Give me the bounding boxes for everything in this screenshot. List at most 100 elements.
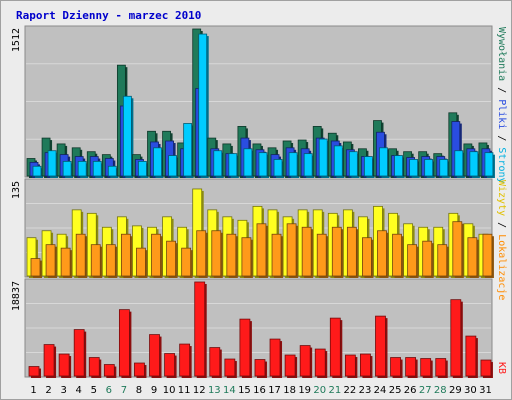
x-tick-day-14: 14: [223, 385, 236, 396]
panel-kbytes: 18837: [11, 278, 493, 378]
bar-hits-files-pages-pages-day-27: [424, 159, 435, 178]
bar-visits-sites-sites-day-23: [362, 237, 374, 278]
panel-hits-files-pages: 1512: [11, 25, 495, 178]
x-axis-day-labels: 1 2 3 4 5 6 7 8 9 10 11 12 13 14 15 16 17 18 19 20 21 22 23 24 2…: [30, 385, 491, 396]
bar-kbytes-kbytes-day-9: [149, 334, 162, 378]
x-tick-day-28: 28: [434, 385, 447, 396]
bar-kbytes-kbytes-day-22: [344, 354, 358, 378]
x-tick-day-31: 31: [479, 385, 492, 396]
bar-visits-sites-sites-day-17: [271, 233, 284, 278]
bar-hits-files-pages-pages-day-2: [47, 150, 59, 178]
bar-hits-files-pages-pages-day-14: [228, 153, 239, 178]
x-tick-day-23: 23: [359, 385, 372, 396]
x-tick-day-16: 16: [253, 385, 266, 396]
bar-hits-files-pages-pages-day-9: [153, 147, 164, 178]
bar-kbytes-kbytes-day-19: [299, 345, 313, 378]
bar-visits-sites-sites-day-16: [256, 223, 268, 278]
bar-kbytes-kbytes-day-26: [405, 357, 418, 378]
bar-visits-sites-sites-day-6: [105, 244, 118, 278]
bar-kbytes-kbytes-day-4: [73, 329, 87, 378]
bar-kbytes-kbytes-day-3: [58, 353, 72, 378]
bar-visits-sites-sites-day-7: [120, 233, 133, 278]
bar-visits-sites-sites-day-21: [331, 226, 344, 278]
x-tick-day-12: 12: [193, 385, 206, 396]
legend-middle-part-2: Lokalizacje: [496, 234, 507, 300]
bar-hits-files-pages-pages-day-18: [288, 152, 300, 178]
bar-hits-files-pages-pages-day-15: [243, 148, 254, 178]
bar-hits-files-pages-pages-day-19: [303, 153, 315, 178]
bar-kbytes-kbytes-day-17: [269, 338, 283, 378]
bar-kbytes-kbytes-day-24: [375, 315, 388, 378]
bar-hits-files-pages-pages-day-17: [273, 159, 285, 178]
bar-hits-files-pages-pages-day-30: [469, 151, 480, 178]
legend-top: Wywołania / Pliki / Strony: [496, 27, 507, 184]
x-tick-day-17: 17: [268, 385, 281, 396]
x-tick-day-27: 27: [419, 385, 432, 396]
bar-visits-sites-sites-day-13: [211, 230, 223, 278]
legend-top-part-3: /: [496, 129, 507, 147]
x-tick-day-3: 3: [60, 385, 66, 396]
x-tick-day-15: 15: [238, 385, 251, 396]
x-tick-day-11: 11: [178, 385, 191, 396]
x-tick-day-1: 1: [30, 385, 36, 396]
bar-kbytes-kbytes-day-12: [194, 281, 207, 378]
bar-kbytes-kbytes-day-20: [314, 348, 328, 378]
bar-kbytes-kbytes-day-31: [480, 359, 493, 378]
bar-kbytes-kbytes-day-5: [88, 357, 102, 378]
legend-top-part-4: Strony: [496, 147, 507, 183]
bar-hits-files-pages-pages-day-29: [454, 150, 465, 178]
bar-hits-files-pages-pages-day-13: [213, 150, 224, 178]
bar-visits-sites-sites-day-22: [346, 226, 359, 278]
bar-kbytes-kbytes-day-25: [390, 357, 403, 378]
x-tick-day-19: 19: [298, 385, 311, 396]
bar-visits-sites-sites-day-5: [90, 244, 103, 278]
x-tick-day-30: 30: [464, 385, 477, 396]
bar-visits-sites-sites-day-1: [30, 258, 42, 278]
chart-title: Raport Dzienny - marzec 2010: [16, 9, 201, 22]
x-tick-day-9: 9: [151, 385, 157, 396]
legend-bottom-part-0: KB: [496, 362, 507, 374]
bar-kbytes-kbytes-day-2: [43, 344, 57, 378]
bar-visits-sites-sites-day-12: [196, 230, 208, 278]
bar-visits-sites-sites-day-29: [452, 221, 464, 278]
bar-hits-files-pages-pages-day-31: [484, 152, 495, 178]
bar-visits-sites-sites-day-14: [226, 233, 238, 278]
bar-kbytes-kbytes-day-21: [329, 317, 343, 378]
bar-kbytes-kbytes-day-7: [118, 309, 132, 378]
bar-kbytes-kbytes-day-23: [360, 353, 373, 378]
x-tick-day-25: 25: [389, 385, 402, 396]
bar-visits-sites-sites-day-24: [377, 230, 389, 278]
x-tick-day-21: 21: [328, 385, 341, 396]
bar-kbytes-kbytes-day-16: [254, 359, 267, 378]
bar-hits-files-pages-pages-day-8: [138, 161, 149, 178]
y-max-label: 18837: [11, 281, 22, 311]
bar-kbytes-kbytes-day-11: [179, 343, 192, 378]
x-tick-day-5: 5: [91, 385, 97, 396]
legend-bottom: KB: [496, 362, 507, 374]
bar-hits-files-pages-pages-day-25: [394, 155, 405, 178]
bar-hits-files-pages-pages-day-7: [122, 95, 134, 178]
x-tick-day-26: 26: [404, 385, 417, 396]
bar-visits-sites-sites-day-10: [166, 240, 178, 278]
bar-visits-sites-sites-day-25: [392, 233, 404, 278]
bar-visits-sites-sites-day-8: [136, 247, 148, 278]
legend-top-part-1: /: [496, 81, 507, 99]
bar-kbytes-kbytes-day-18: [284, 354, 298, 378]
x-tick-day-10: 10: [163, 385, 176, 396]
bar-hits-files-pages-pages-day-20: [318, 138, 330, 178]
bar-hits-files-pages-pages-day-6: [107, 165, 119, 178]
x-tick-day-4: 4: [76, 385, 82, 396]
legend-top-part-0: Wywołania: [496, 27, 507, 81]
bar-visits-sites-sites-day-11: [181, 247, 193, 278]
x-tick-day-2: 2: [45, 385, 51, 396]
bar-kbytes-kbytes-day-6: [103, 364, 117, 378]
bar-visits-sites-sites-day-30: [467, 237, 479, 278]
y-max-label: 135: [11, 181, 22, 199]
x-tick-day-7: 7: [121, 385, 127, 396]
bar-hits-files-pages-pages-day-21: [333, 145, 345, 178]
bar-visits-sites-sites-day-28: [437, 244, 449, 278]
bar-hits-files-pages-pages-day-4: [77, 161, 89, 178]
legend-middle-part-1: /: [496, 216, 507, 234]
